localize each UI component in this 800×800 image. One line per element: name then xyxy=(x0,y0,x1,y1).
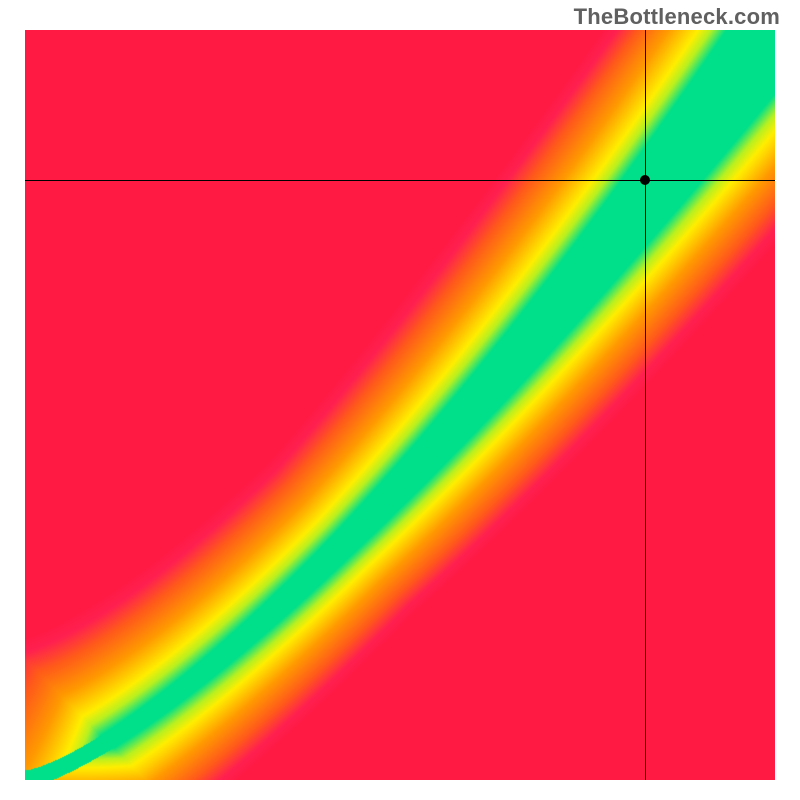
watermark-text: TheBottleneck.com xyxy=(574,4,780,30)
plot-area xyxy=(25,30,775,780)
heatmap-canvas xyxy=(25,30,775,780)
chart-container: TheBottleneck.com xyxy=(0,0,800,800)
crosshair-horizontal xyxy=(25,180,775,181)
crosshair-vertical xyxy=(645,30,646,780)
